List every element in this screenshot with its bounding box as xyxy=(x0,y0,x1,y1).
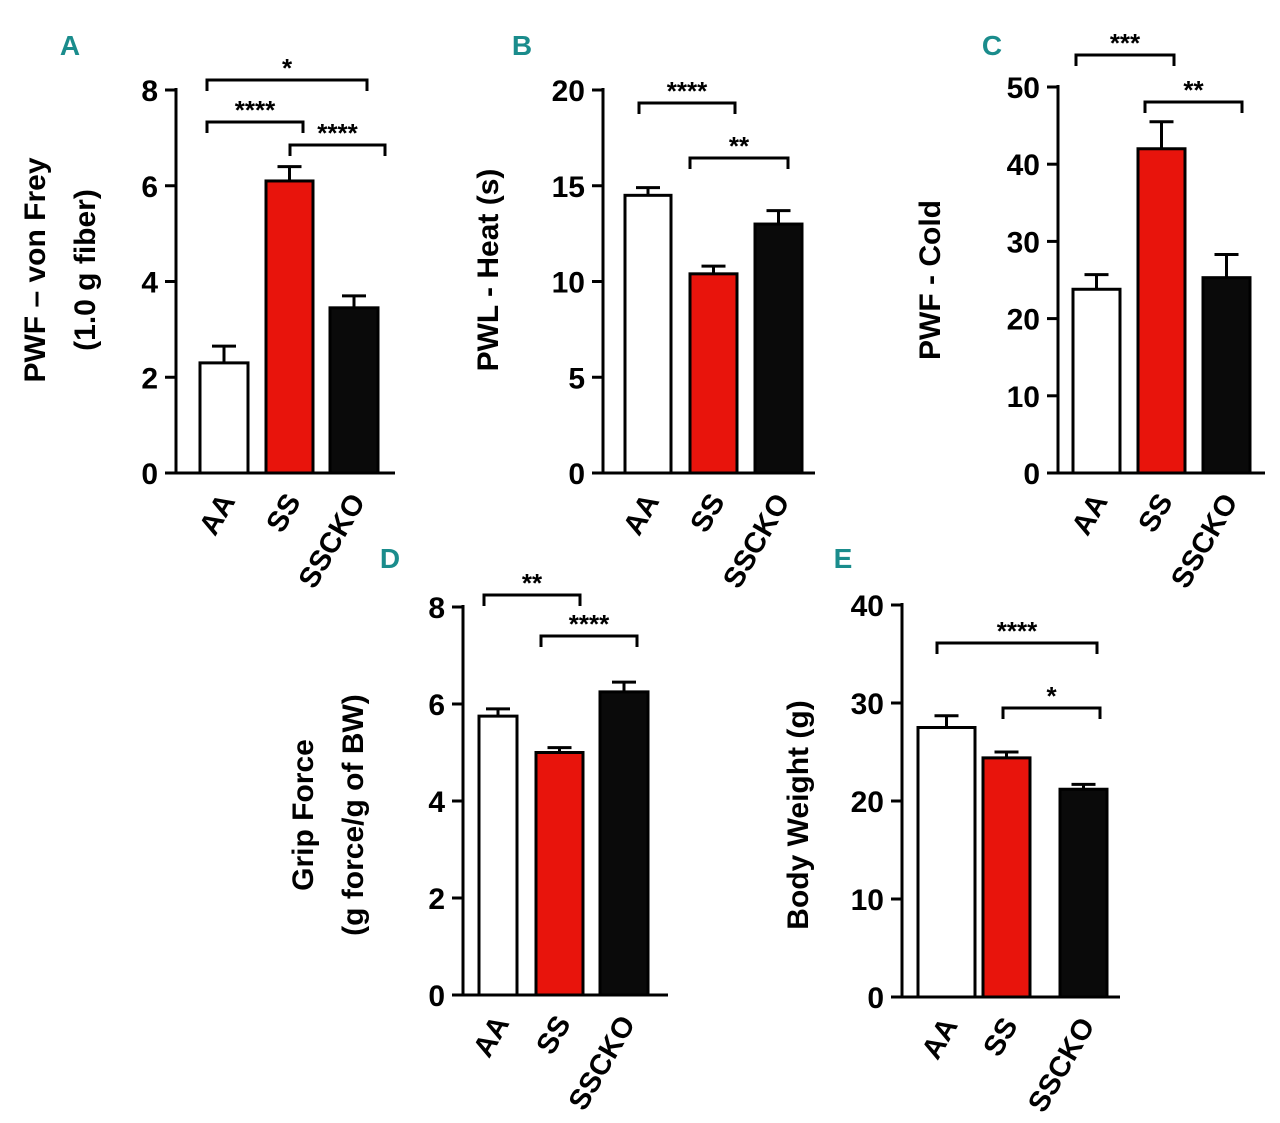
y-tick-label: 20 xyxy=(1007,304,1040,337)
panel-letter: E xyxy=(834,543,853,574)
bar-AA xyxy=(623,193,673,475)
y-axis-label: (g force/g of BW) xyxy=(337,694,370,936)
significance-bracket xyxy=(205,78,369,91)
bar-SSCKO xyxy=(598,690,650,997)
y-axis-label: PWF - Cold xyxy=(914,200,947,360)
significance-bracket xyxy=(288,143,387,156)
y-tick-label: 0 xyxy=(1023,458,1040,491)
panel-letter: B xyxy=(512,30,532,61)
bar-SS xyxy=(534,751,585,997)
category-label: AA xyxy=(916,1012,965,1064)
y-tick-label: 2 xyxy=(428,883,445,916)
y-axis-label: PWF – von Frey xyxy=(19,157,52,382)
y-tick-label: 10 xyxy=(1007,381,1040,414)
y-tick-label: 20 xyxy=(552,75,585,108)
category-label: SS xyxy=(531,1011,578,1061)
significance-bracket xyxy=(1001,706,1102,719)
significance-label: ** xyxy=(522,568,543,598)
significance-bracket xyxy=(482,593,582,606)
bar-SSCKO xyxy=(1058,787,1109,999)
y-tick-label: 6 xyxy=(141,171,158,204)
category-label: AA xyxy=(617,488,666,540)
bar-SSCKO xyxy=(753,222,804,475)
y-axis-label: (1.0 g fiber) xyxy=(69,189,102,351)
category-label: SS xyxy=(978,1013,1025,1063)
y-tick-label: 2 xyxy=(141,362,158,395)
significance-label: **** xyxy=(317,118,358,148)
significance-label: **** xyxy=(667,76,708,106)
y-tick-label: 4 xyxy=(141,267,158,300)
bar-SSCKO xyxy=(328,306,380,475)
y-tick-label: 5 xyxy=(568,362,585,395)
bar-SS xyxy=(688,272,739,475)
y-tick-label: 8 xyxy=(141,75,158,108)
category-label: AA xyxy=(1066,488,1115,540)
category-label: AA xyxy=(193,488,242,540)
significance-bracket xyxy=(1143,100,1244,113)
bar-AA xyxy=(477,714,519,997)
significance-bracket xyxy=(935,641,1099,654)
bar-AA xyxy=(198,361,250,475)
y-tick-label: 6 xyxy=(428,689,445,722)
category-label: SS xyxy=(261,489,308,539)
panel-letter: C xyxy=(982,30,1002,61)
significance-bracket xyxy=(637,101,737,114)
y-tick-label: 40 xyxy=(1007,149,1040,182)
bar-SSCKO xyxy=(1201,276,1252,475)
category-label: SSCKO xyxy=(1022,1013,1101,1118)
y-tick-label: 0 xyxy=(568,458,585,491)
y-tick-label: 0 xyxy=(867,982,884,1015)
y-tick-label: 10 xyxy=(851,884,884,917)
significance-label: * xyxy=(1046,681,1057,711)
y-tick-label: 8 xyxy=(428,592,445,625)
bar-AA xyxy=(916,726,977,999)
y-tick-label: 0 xyxy=(141,458,158,491)
bar-SS xyxy=(981,756,1032,999)
y-tick-label: 15 xyxy=(552,171,585,204)
significance-bracket xyxy=(688,156,790,169)
bar-SS xyxy=(1136,147,1187,475)
y-tick-label: 40 xyxy=(851,590,884,623)
y-tick-label: 30 xyxy=(1007,226,1040,259)
significance-label: **** xyxy=(235,95,276,125)
y-tick-label: 30 xyxy=(851,688,884,721)
y-axis-label: PWL - Heat (s) xyxy=(472,169,505,372)
significance-label: **** xyxy=(569,609,610,639)
significance-label: * xyxy=(282,53,293,83)
significance-label: **** xyxy=(997,616,1038,646)
bar-SS xyxy=(264,179,315,475)
significance-label: ** xyxy=(729,131,750,161)
y-axis-label: Body Weight (g) xyxy=(782,700,815,929)
y-tick-label: 0 xyxy=(428,980,445,1013)
significance-bracket xyxy=(539,634,639,647)
y-tick-label: 4 xyxy=(428,786,445,819)
significance-label: *** xyxy=(1110,28,1141,58)
category-label: SS xyxy=(685,489,732,539)
panel-letter: D xyxy=(380,543,400,574)
panel-letter: A xyxy=(60,30,80,61)
y-tick-label: 50 xyxy=(1007,72,1040,105)
bar-AA xyxy=(1071,287,1122,475)
y-tick-label: 10 xyxy=(552,267,585,300)
y-tick-label: 20 xyxy=(851,786,884,819)
significance-bracket xyxy=(205,120,305,133)
category-label: AA xyxy=(467,1010,516,1062)
significance-bracket xyxy=(1074,53,1176,66)
category-label: SS xyxy=(1133,489,1180,539)
y-axis-label: Grip Force xyxy=(287,739,320,891)
significance-label: ** xyxy=(1183,75,1204,105)
